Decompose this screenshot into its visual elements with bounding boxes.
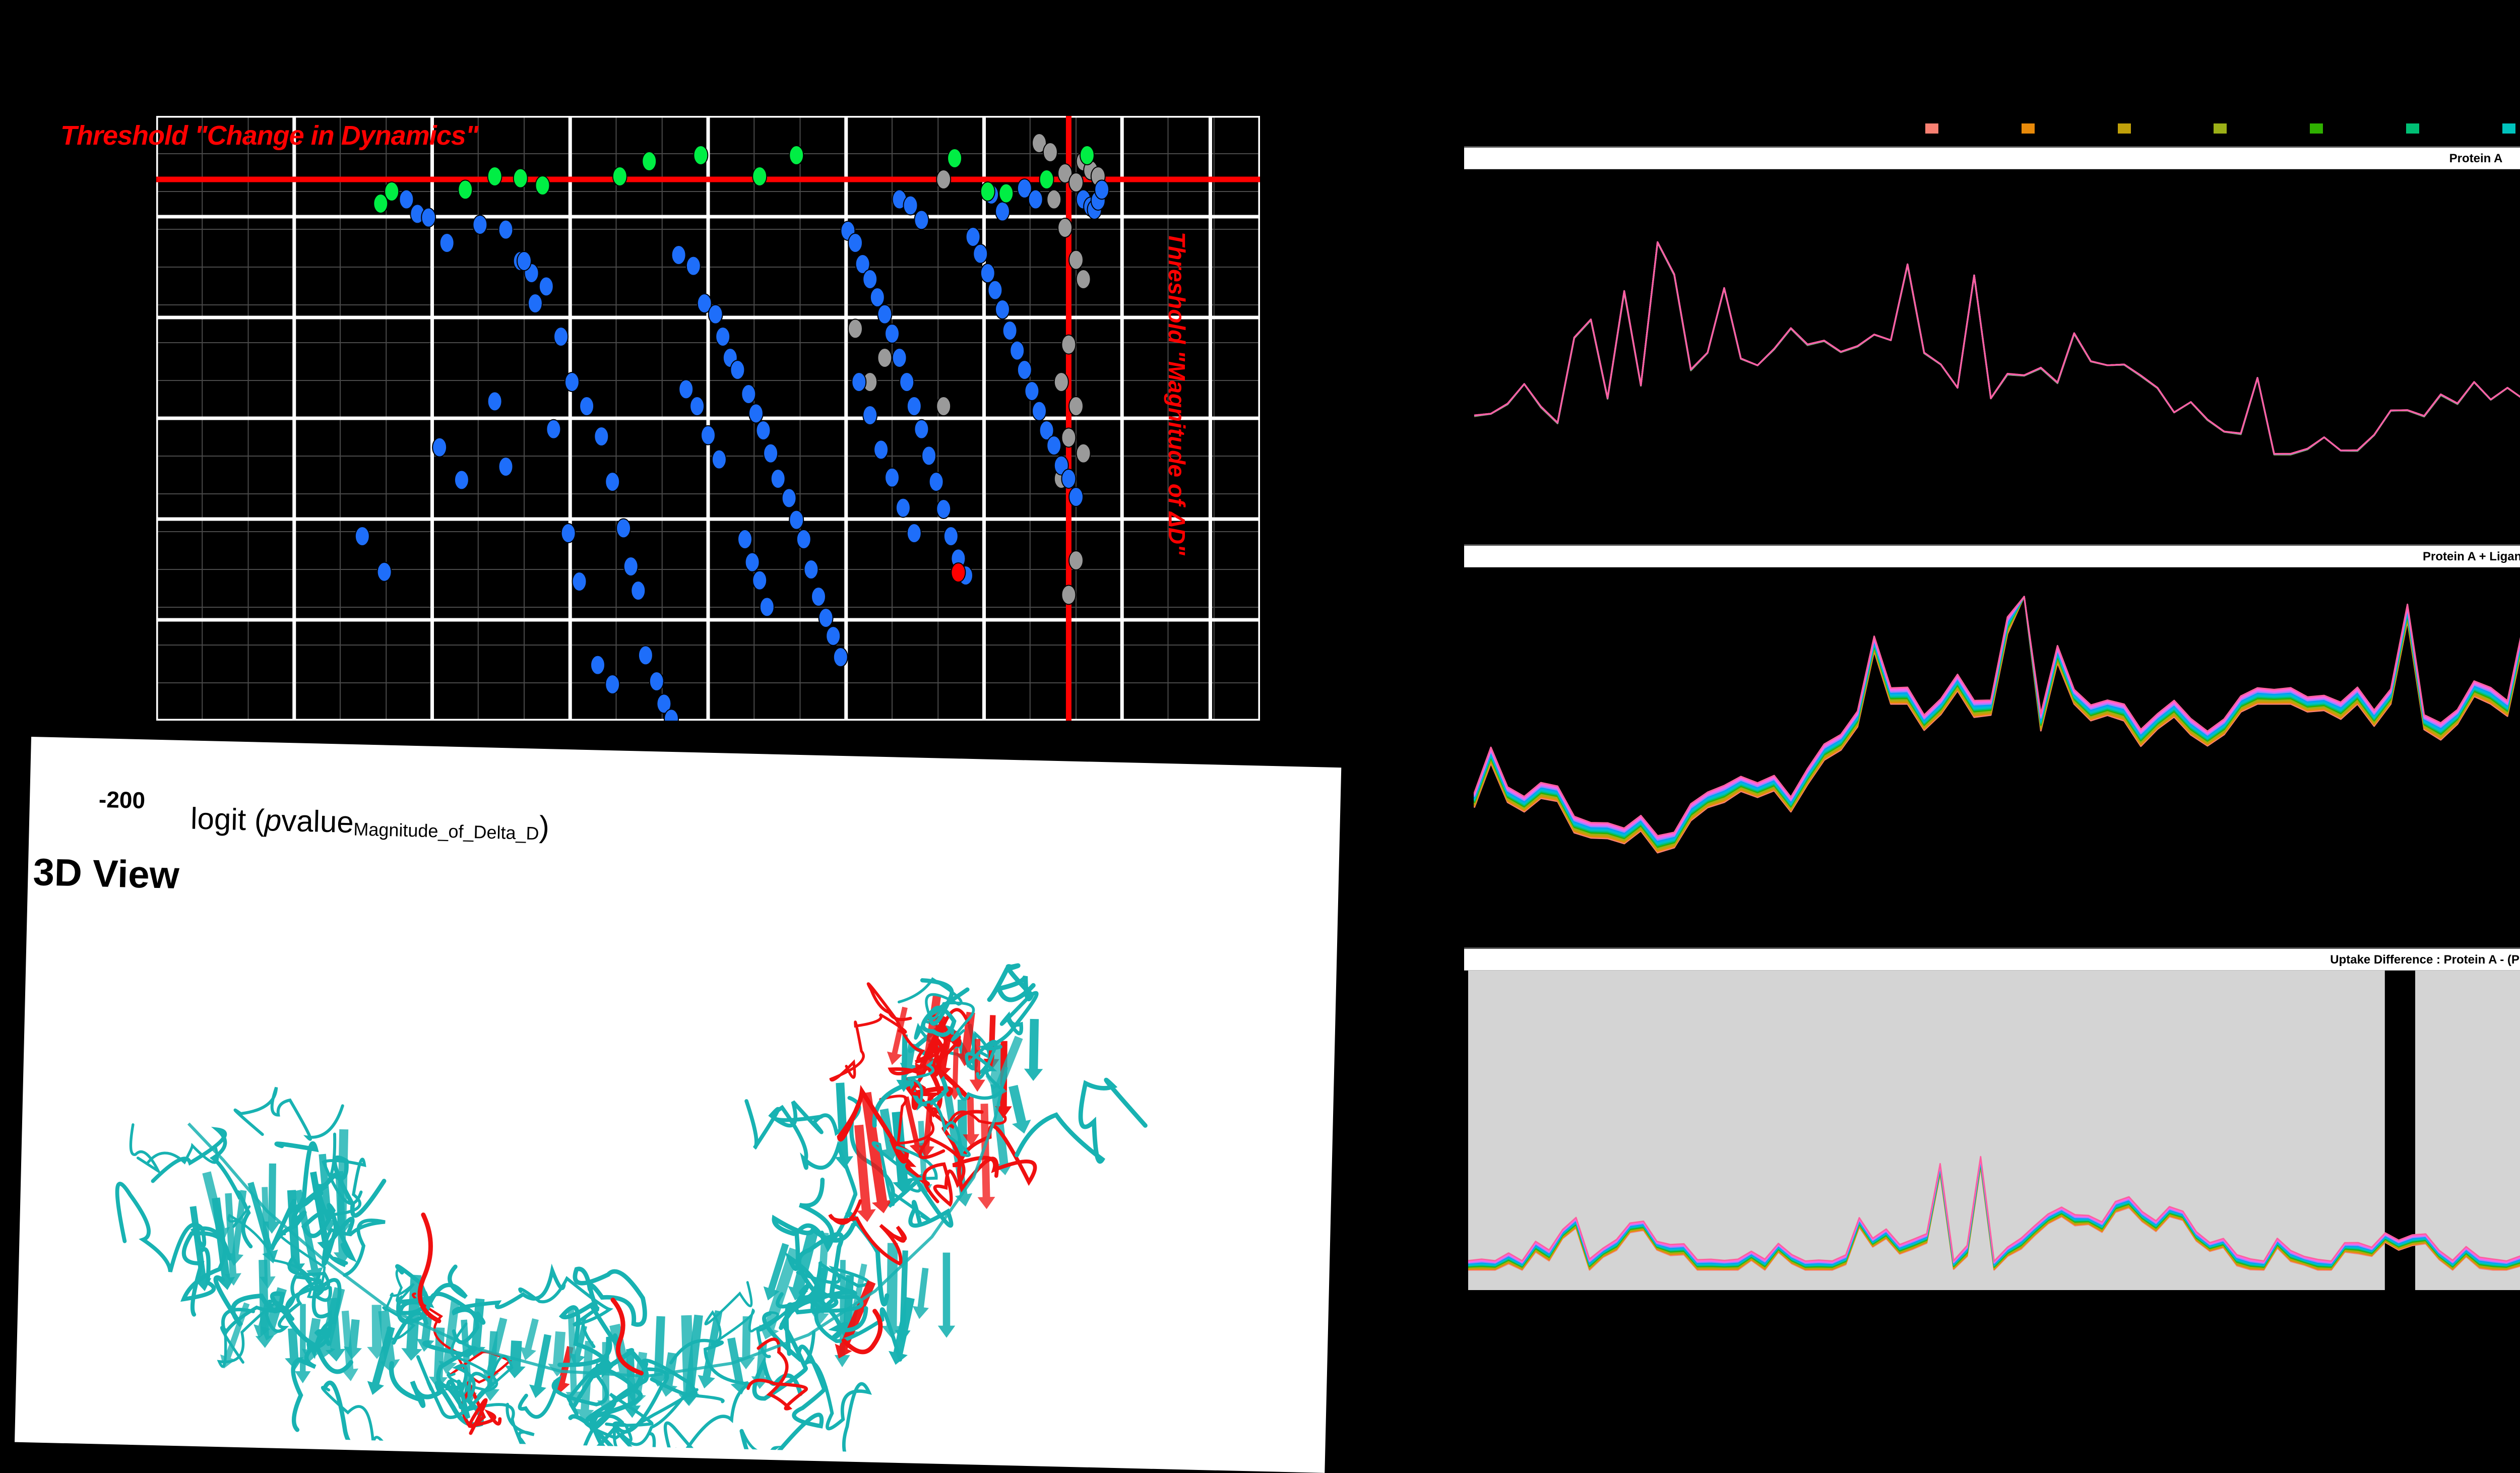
panel-title-difference: Uptake Difference : Protein A - (Protein… <box>2330 953 2520 967</box>
uptake-panel-protein-a-ligand: Protein A + Ligand <box>1464 544 2520 867</box>
legend-swatch-3 <box>2117 123 2131 134</box>
protein-domain <box>217 1219 484 1461</box>
panel-title-bar-protein-a: Protein A <box>1464 146 2520 169</box>
3d-view-title: 3D View <box>32 851 180 897</box>
threshold-magnitude-delta-d-label: Threshold "Magnitude of ΔD" <box>1164 232 1190 555</box>
x-axis-title-value: value <box>281 803 354 840</box>
legend-swatch-2 <box>2021 123 2035 134</box>
3d-view-card[interactable]: logit (pvalueMagnitude_of_Delta_D) 3D Vi… <box>15 737 1342 1473</box>
x-axis-title-p: p <box>264 803 282 838</box>
threshold-change-in-dynamics-label: Threshold "Change in Dynamics" <box>60 120 478 151</box>
panel-title-protein-a-ligand: Protein A + Ligand <box>2423 550 2520 563</box>
x-axis-title-close: ) <box>539 809 550 844</box>
x-axis-title-subscript: Magnitude_of_Delta_D <box>353 818 540 844</box>
volcano-plot-panel: Threshold "Change in Dynamics" Threshold… <box>0 0 1361 736</box>
uptake-chart-protein-a[interactable] <box>1464 169 2520 469</box>
legend-swatch-5 <box>2310 123 2323 134</box>
legend-swatch-4 <box>2214 123 2227 134</box>
timepoint-legend <box>1925 123 2520 139</box>
volcano-x-tick-label: -200 <box>98 786 146 814</box>
uptake-chart-protein-a-ligand[interactable] <box>1464 567 2520 867</box>
volcano-plot-area[interactable] <box>156 116 1260 721</box>
x-axis-title-main: logit ( <box>190 801 265 837</box>
protein-domain <box>829 963 1043 1158</box>
panel-title-bar-difference: Uptake Difference : Protein A - (Protein… <box>1464 947 2520 971</box>
protein-domain <box>115 1086 387 1374</box>
legend-swatch-1 <box>1925 123 1938 134</box>
protein-ribbon-diagram[interactable] <box>65 904 1236 1461</box>
panel-title-bar-protein-a-ligand: Protein A + Ligand <box>1464 544 2520 567</box>
volcano-svg <box>156 116 1260 721</box>
protein-domain <box>396 1263 647 1454</box>
uptake-panel-protein-a: Protein A <box>1464 146 2520 469</box>
uptake-panel-difference: Uptake Difference : Protein A - (Protein… <box>1464 947 2520 1290</box>
uptake-chart-difference[interactable] <box>1464 971 2520 1290</box>
legend-swatch-6 <box>2406 123 2419 134</box>
volcano-x-axis-title: logit (pvalueMagnitude_of_Delta_D) <box>190 801 549 845</box>
legend-swatch-7 <box>2502 123 2515 134</box>
panel-title-protein-a: Protein A <box>2449 152 2503 165</box>
